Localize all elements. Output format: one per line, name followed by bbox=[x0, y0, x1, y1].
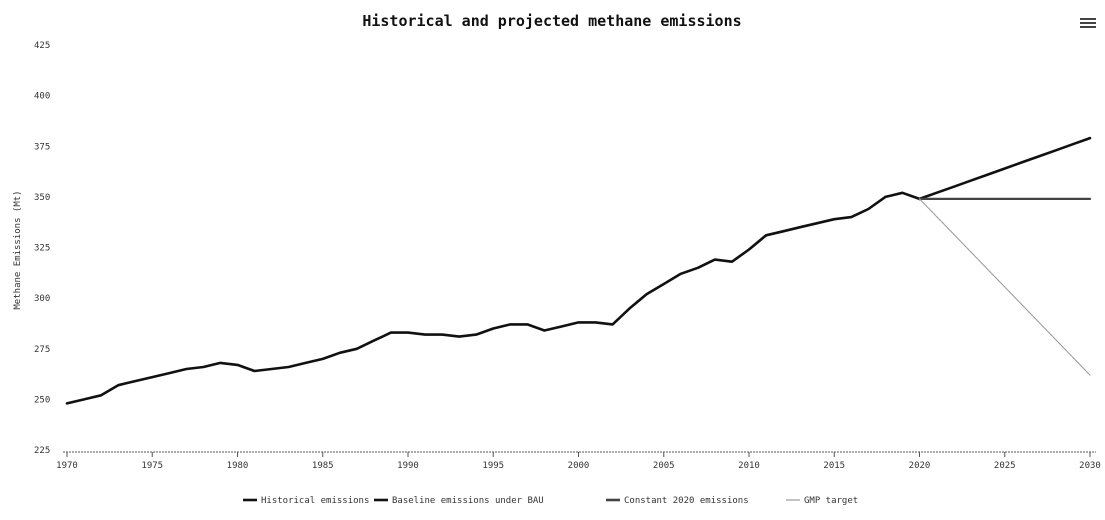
x-tick-label: 2015 bbox=[823, 461, 845, 471]
legend-item-label[interactable]: Constant 2020 emissions bbox=[624, 496, 749, 506]
x-tick-label: 1975 bbox=[141, 461, 163, 471]
x-tick-label: 2030 bbox=[1079, 461, 1101, 471]
legend-item-label[interactable]: Historical emissions bbox=[261, 496, 369, 506]
x-tick-label: 1970 bbox=[56, 461, 78, 471]
axes: 225 250 275 300 325 350 375 400 425 1970 1975 1980 1… bbox=[34, 41, 1101, 471]
y-tick-label: 225 bbox=[34, 446, 50, 456]
x-tick-label: 1995 bbox=[482, 461, 504, 471]
y-axis-label: Methane Emissions (Mt) bbox=[13, 190, 23, 309]
legend-item-label[interactable]: Baseline emissions under BAU bbox=[392, 496, 544, 506]
y-tick-label: 250 bbox=[34, 395, 50, 405]
x-tick-label: 2000 bbox=[568, 461, 590, 471]
y-tick-label: 425 bbox=[34, 41, 50, 51]
hamburger-menu-icon[interactable] bbox=[1080, 18, 1096, 32]
x-tick-label: 2020 bbox=[909, 461, 931, 471]
x-tick-label: 2025 bbox=[994, 461, 1016, 471]
series-layer bbox=[65, 136, 1092, 405]
x-tick-label: 1980 bbox=[227, 461, 249, 471]
x-tick-label: 2005 bbox=[653, 461, 675, 471]
x-tick-label: 2010 bbox=[738, 461, 760, 471]
chart-title: Historical and projected methane emissio… bbox=[362, 12, 741, 30]
series-line-4 bbox=[918, 198, 1091, 376]
legend-item-label[interactable]: GMP target bbox=[804, 496, 858, 506]
legend: Historical emissions Baseline emissions u… bbox=[243, 496, 858, 506]
x-tick-label: 1990 bbox=[397, 461, 419, 471]
y-tick-label: 275 bbox=[34, 345, 50, 355]
x-tick-label: 1985 bbox=[312, 461, 334, 471]
y-tick-label: 400 bbox=[34, 92, 50, 102]
y-tick-label: 350 bbox=[34, 193, 50, 203]
y-tick-label: 375 bbox=[34, 142, 50, 152]
series-line-2 bbox=[918, 136, 1092, 201]
y-tick-label: 300 bbox=[34, 294, 50, 304]
y-tick-label: 325 bbox=[34, 244, 50, 254]
series-line-1 bbox=[65, 191, 921, 405]
